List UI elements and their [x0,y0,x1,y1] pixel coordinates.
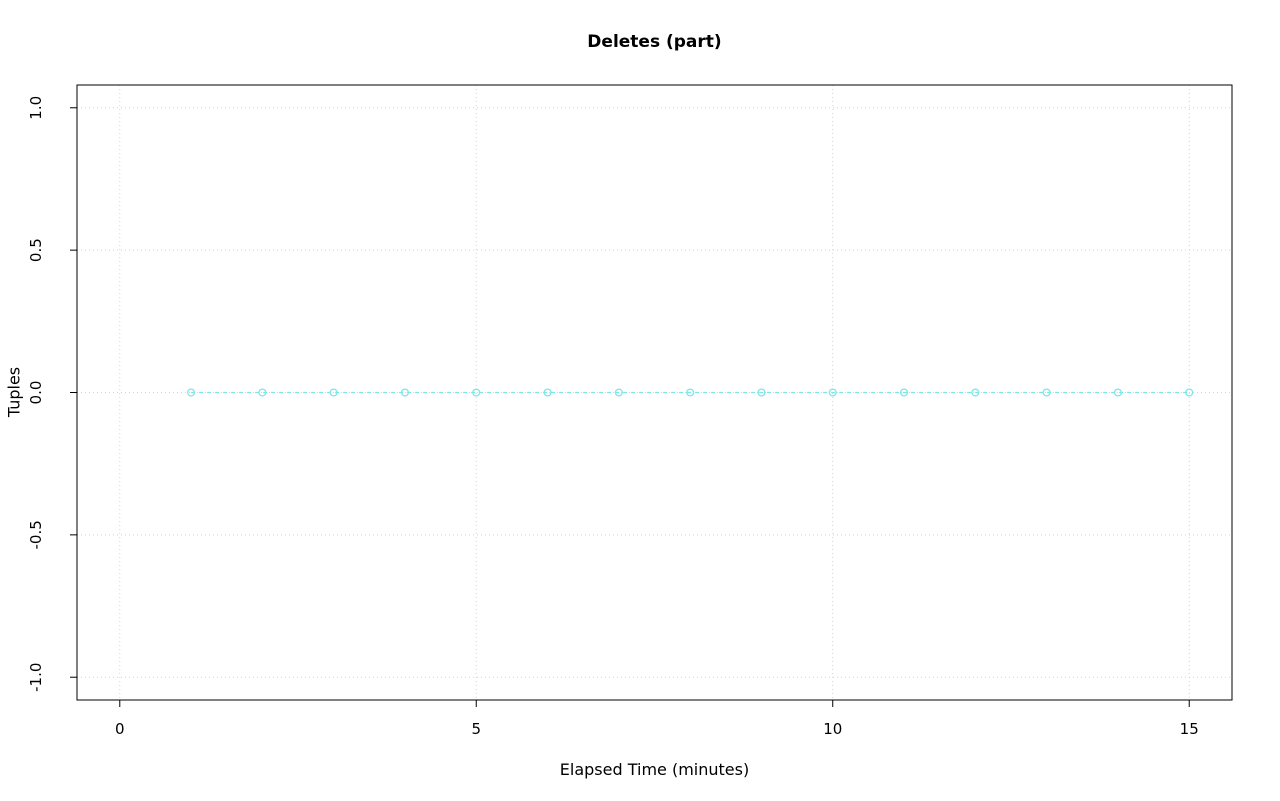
data-point [1042,388,1051,397]
y-axis-label: Tuples [4,366,24,418]
data-point [971,388,980,397]
data-point [1185,388,1194,397]
data-point [258,388,267,397]
y-tick-label: 0.5 [27,238,45,262]
data-point [1113,388,1122,397]
data-point [329,388,338,397]
data-point [543,388,552,397]
data-point [899,388,909,397]
x-tick-label: 10 [823,720,842,738]
x-tick-label: 15 [1180,720,1199,738]
data-point [757,388,766,397]
x-tick-label: 0 [115,720,125,738]
data-point [400,388,410,397]
data-point [614,388,623,397]
x-tick-label: 5 [471,720,481,738]
data-point [828,388,837,397]
data-point [472,388,481,397]
x-axis-label: Elapsed Time (minutes) [559,760,750,779]
y-tick-label: 1.0 [27,96,45,120]
y-tick-label: -0.5 [27,520,45,549]
data-point [686,388,695,397]
chart-title: Deletes (part) [587,32,722,52]
data-point [187,388,196,397]
y-tick-label: -1.0 [27,663,45,692]
y-tick-label: 0.0 [27,381,45,405]
